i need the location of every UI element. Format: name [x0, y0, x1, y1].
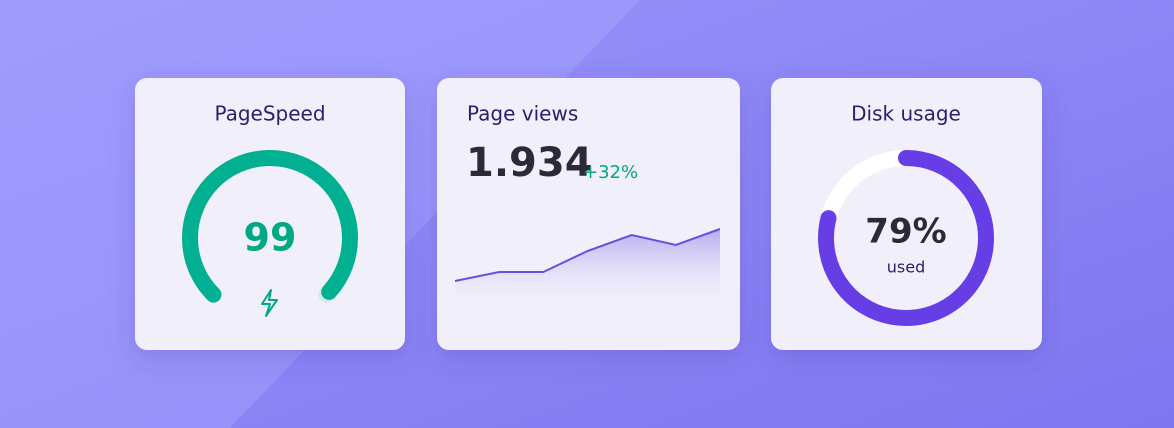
gauge-fill: [182, 150, 358, 303]
used-value: 79%: [865, 212, 946, 252]
ring-fill: [818, 150, 994, 326]
card-title: PageSpeed: [214, 102, 325, 126]
bolt-icon: [261, 289, 278, 317]
total: 1.934: [466, 140, 593, 186]
card-title: Disk usage: [851, 102, 961, 126]
score: 99: [244, 216, 297, 260]
used-caption: used: [887, 258, 925, 277]
change: +32%: [583, 162, 638, 183]
trend-area: [455, 229, 720, 310]
trend-line: [454, 228, 721, 282]
card-title: Page views: [467, 102, 578, 126]
